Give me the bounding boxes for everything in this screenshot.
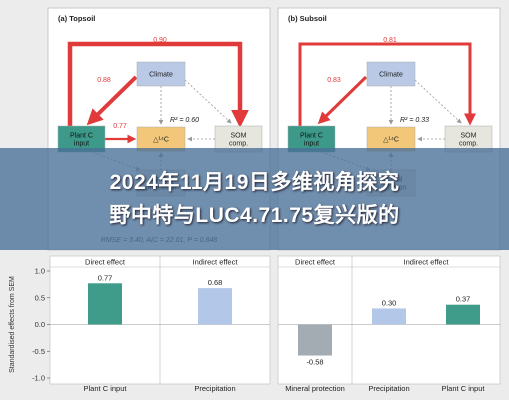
path-arrow xyxy=(86,75,138,126)
node-label: comp. xyxy=(229,141,248,148)
node-label: △¹⁴C xyxy=(153,137,169,144)
dashed-arrow xyxy=(184,79,232,124)
bar xyxy=(88,283,122,325)
node xyxy=(444,125,493,153)
node-label: input xyxy=(74,141,89,148)
banner-line: 野中特与LUC4.71.75复兴版的 xyxy=(109,204,400,227)
path-arrow xyxy=(317,75,368,125)
value-label: 0.30 xyxy=(382,298,397,307)
y-tick-label: -1.0 xyxy=(32,374,45,383)
node xyxy=(136,61,186,87)
banner-line: 2024年11月19日多维视角探究 xyxy=(109,171,400,194)
x-tick-label: Plant C input xyxy=(442,384,486,393)
node xyxy=(57,125,106,153)
value-label: -0.58 xyxy=(306,358,323,367)
path-coefficient: 0.77 xyxy=(113,123,127,130)
path-coefficient: 0.81 xyxy=(383,37,397,44)
y-tick-label: -0.5 xyxy=(32,347,45,356)
panel-title: (b) Subsoil xyxy=(288,14,327,23)
bar xyxy=(446,304,480,325)
node-label: SOM xyxy=(231,133,247,140)
bar xyxy=(372,308,406,325)
x-tick-label: Plant C input xyxy=(84,384,128,393)
node-label: Climate xyxy=(379,72,403,79)
y-tick-label: 0.5 xyxy=(35,293,45,302)
path-arrow xyxy=(67,41,249,128)
node-label: SOM xyxy=(461,133,477,140)
r-squared: R² = 0.33 xyxy=(400,117,429,124)
panel-title: (a) Topsoil xyxy=(58,14,95,23)
node-label: Plant C xyxy=(300,133,323,140)
y-axis-label: Standardised effects from SEM xyxy=(9,276,16,373)
bar xyxy=(198,288,232,325)
group-header: Direct effect xyxy=(295,258,336,267)
node xyxy=(366,61,416,87)
r-squared: R² = 0.60 xyxy=(170,117,199,124)
node-label: Plant C xyxy=(70,133,93,140)
node-label: Climate xyxy=(149,72,173,79)
node xyxy=(366,126,416,152)
group-header: Direct effect xyxy=(85,258,126,267)
x-tick-label: Precipitation xyxy=(194,384,235,393)
value-label: 0.37 xyxy=(456,295,471,304)
x-tick-label: Mineral protection xyxy=(285,384,345,393)
node xyxy=(214,125,263,153)
value-label: 0.77 xyxy=(98,273,113,282)
y-tick-label: 0.0 xyxy=(35,320,45,329)
group-header: Indirect effect xyxy=(193,258,239,267)
path-coefficient: 0.90 xyxy=(153,37,167,44)
node-label: comp. xyxy=(459,141,478,148)
path-coefficient: 0.88 xyxy=(97,77,111,84)
banner: 2024年11月19日多维视角探究 野中特与LUC4.71.75复兴版的 xyxy=(0,148,509,250)
path-coefficient: 0.83 xyxy=(327,77,341,84)
node-label: △¹⁴C xyxy=(383,137,399,144)
x-tick-label: Precipitation xyxy=(368,384,409,393)
value-label: 0.68 xyxy=(208,278,223,287)
group-header: Indirect effect xyxy=(404,258,450,267)
bar xyxy=(298,324,332,356)
dashed-arrow xyxy=(414,79,462,124)
y-tick-label: 1.0 xyxy=(35,267,45,276)
node xyxy=(287,125,336,153)
path-arrow xyxy=(298,42,476,126)
node-label: input xyxy=(304,141,319,148)
